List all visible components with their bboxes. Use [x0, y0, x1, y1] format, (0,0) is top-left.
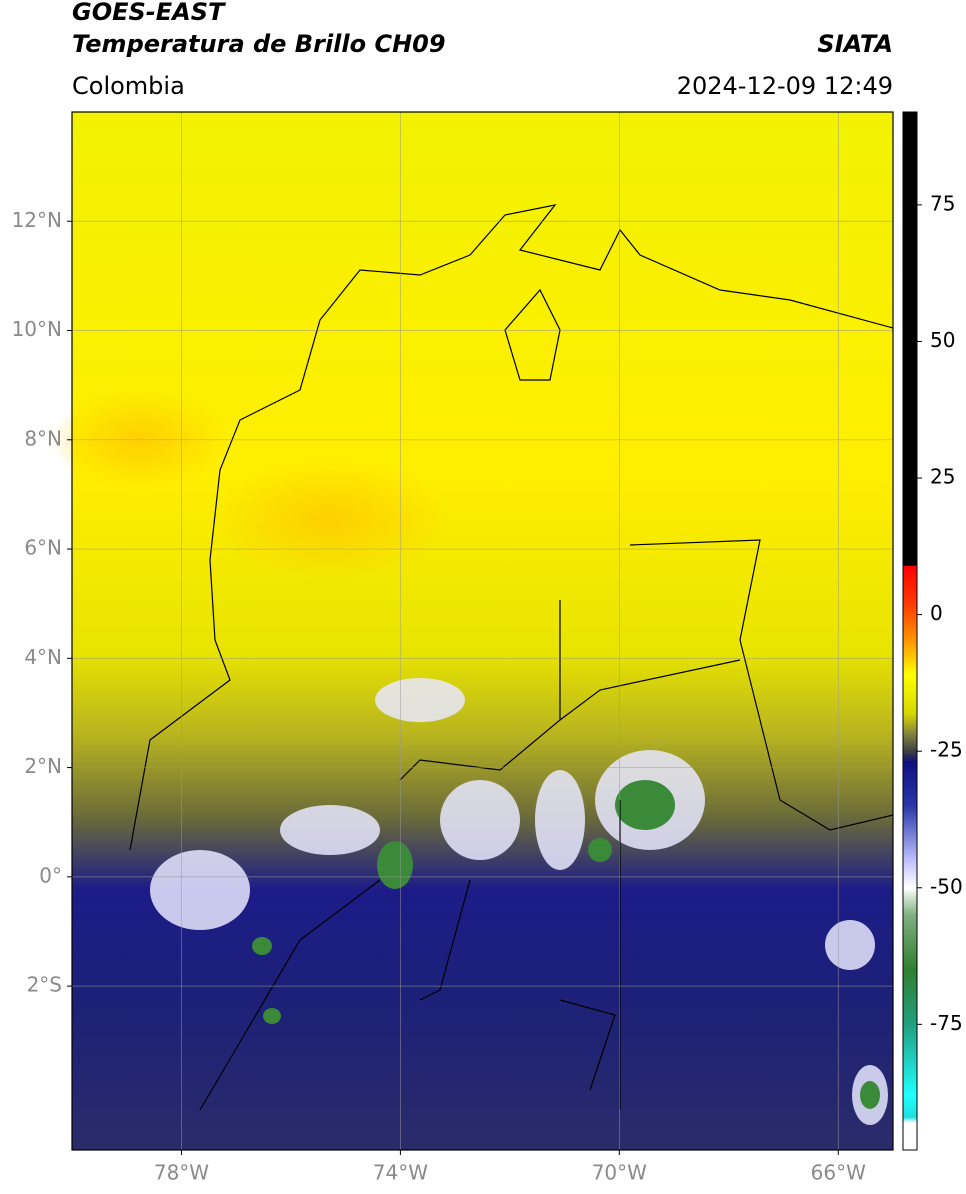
colorbar-tick-label: 75 — [930, 191, 955, 215]
y-tick-label: 4°N — [24, 645, 62, 669]
y-tick-label: 2°S — [27, 973, 62, 997]
region: Colombia — [72, 72, 185, 100]
y-tick-label: 6°N — [24, 536, 62, 560]
warm-area — [210, 460, 450, 580]
datetime: 2024-12-09 12:49 — [677, 72, 893, 100]
map — [50, 112, 894, 1150]
x-tick-label: 66°W — [811, 1161, 866, 1185]
source: SIATA — [817, 30, 893, 58]
y-tick-label: 2°N — [24, 754, 62, 778]
satellite-image — [72, 112, 893, 1150]
colorbar-tick-label: 25 — [930, 465, 955, 489]
subtitle: Temperatura de Brillo CH09 — [72, 30, 446, 58]
colorbar-tick-label: -75 — [930, 1011, 963, 1035]
x-tick-label: 70°W — [592, 1161, 647, 1185]
colorbar-tick-label: 0 — [930, 601, 943, 625]
y-tick-label: 12°N — [12, 208, 62, 232]
colorbar-tick-label: 50 — [930, 328, 955, 352]
map-frame — [71, 111, 894, 1151]
x-tick-label: 78°W — [154, 1161, 209, 1185]
y-tick-label: 8°N — [24, 426, 62, 450]
borders — [129, 204, 894, 1111]
colorbar — [902, 111, 918, 1151]
colorbar-tick-label: -25 — [930, 738, 963, 762]
x-tick-label: 74°W — [373, 1161, 428, 1185]
title: GOES-EAST — [72, 0, 226, 26]
y-tick-label: 0° — [39, 863, 62, 887]
cloud-tops — [150, 678, 888, 1125]
y-tick-label: 10°N — [12, 317, 62, 341]
colorbar-tick-label: -50 — [930, 874, 963, 898]
